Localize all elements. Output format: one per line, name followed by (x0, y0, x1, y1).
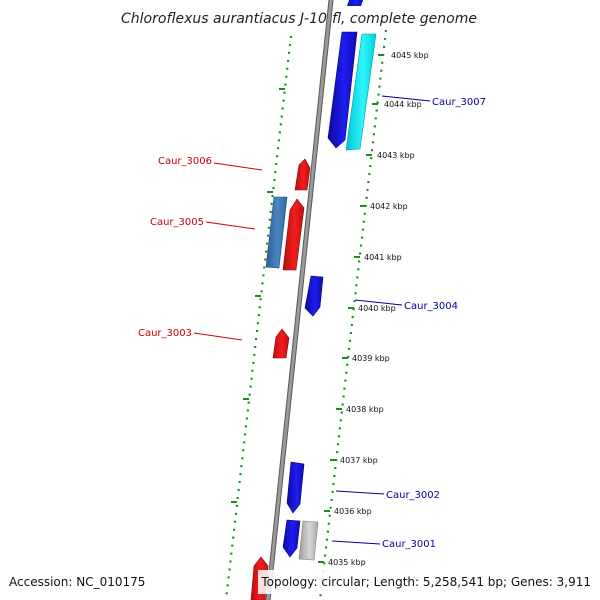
gene-label-caur-3005[interactable]: Caur_3005 (150, 217, 204, 228)
gene-label-caur-3004[interactable]: Caur_3004 (404, 301, 458, 312)
leader-line-caur-3001 (331, 540, 381, 545)
tick-label-4043: 4043 kbp (377, 151, 415, 160)
partial-gene-top (347, 0, 363, 6)
accession-text: Accession: NC_010175 (9, 575, 145, 589)
gene-caur-3003[interactable] (272, 328, 290, 359)
leader-line-caur-3003 (193, 332, 243, 341)
topology-text: Topology: circular; Length: 5,258,541 bp… (260, 575, 591, 589)
tick-label-4042: 4042 kbp (370, 202, 408, 211)
gene-caur-3006[interactable] (294, 158, 311, 191)
leader-line-caur-3007 (381, 95, 431, 102)
tick-label-4035: 4035 kbp (328, 558, 366, 567)
inner-tick-marks (231, 88, 285, 503)
gene-caur-3005[interactable] (282, 198, 305, 271)
tick-label-4040: 4040 kbp (358, 304, 396, 313)
tick-label-4045: 4045 kbp (391, 51, 429, 60)
tick-label-4037: 4037 kbp (340, 456, 378, 465)
gene-caur-3002[interactable] (286, 461, 305, 514)
gene-label-caur-3006[interactable]: Caur_3006 (158, 156, 212, 167)
inner-ruler-line (224, 35, 293, 600)
gene-caur-3007[interactable] (345, 33, 377, 151)
tick-label-4039: 4039 kbp (352, 354, 390, 363)
map-title: Chloroflexus aurantiacus J-10-fl, comple… (121, 11, 477, 27)
leader-line-caur-3005 (205, 221, 256, 230)
kbp-tick-labels: 4045 kbp 4044 kbp 4043 kbp 4042 kbp 4041… (328, 51, 429, 567)
tick-label-4038: 4038 kbp (346, 405, 384, 414)
gene-label-caur-3003[interactable]: Caur_3003 (138, 328, 192, 339)
outer-tick-marks (318, 54, 384, 563)
topology-background (258, 570, 596, 594)
tick-label-4044: 4044 kbp (384, 100, 422, 109)
genome-backbone (266, 0, 333, 600)
gene-label-caur-3001[interactable]: Caur_3001 (382, 539, 436, 550)
leader-line-caur-3002 (335, 490, 385, 495)
gene-grey-4035[interactable] (298, 520, 319, 561)
tick-label-4036: 4036 kbp (334, 507, 372, 516)
gene-label-caur-3002[interactable]: Caur_3002 (386, 490, 440, 501)
gene-caur-3004[interactable] (304, 275, 324, 317)
tick-label-4041: 4041 kbp (364, 253, 402, 262)
gene-caur-3005-steel[interactable] (265, 196, 288, 269)
leader-line-caur-3004 (354, 299, 403, 306)
gene-forward-4045[interactable] (327, 31, 358, 149)
leader-line-caur-3006 (213, 162, 263, 171)
gene-caur-3001[interactable] (282, 519, 301, 558)
gene-label-caur-3007[interactable]: Caur_3007 (432, 97, 486, 108)
